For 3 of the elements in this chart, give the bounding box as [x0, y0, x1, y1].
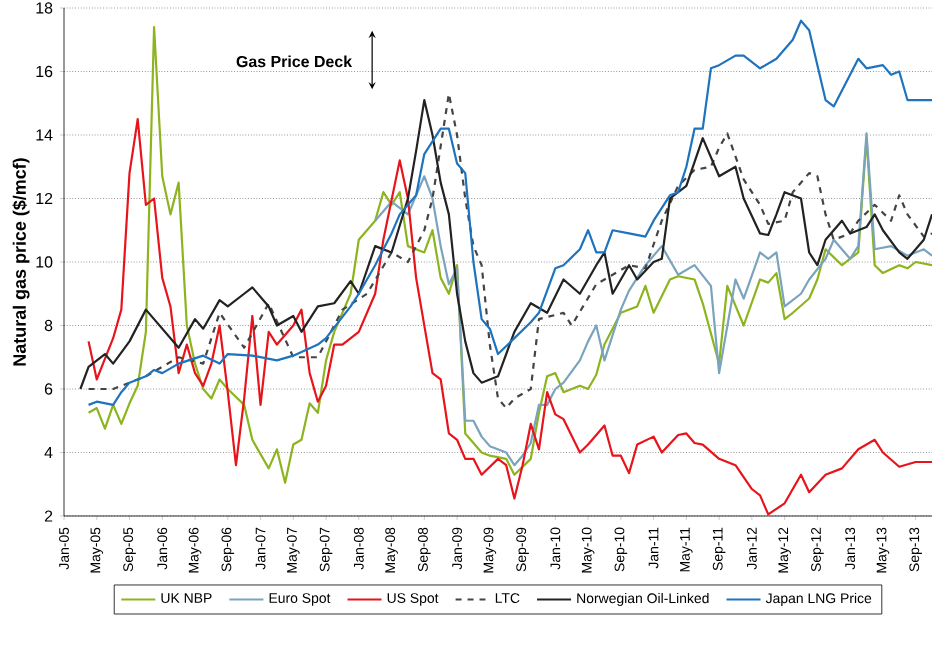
line-series — [374, 132, 933, 467]
line-series — [87, 25, 933, 484]
y-axis-title: Natural gas price ($/mcf) — [12, 158, 30, 366]
